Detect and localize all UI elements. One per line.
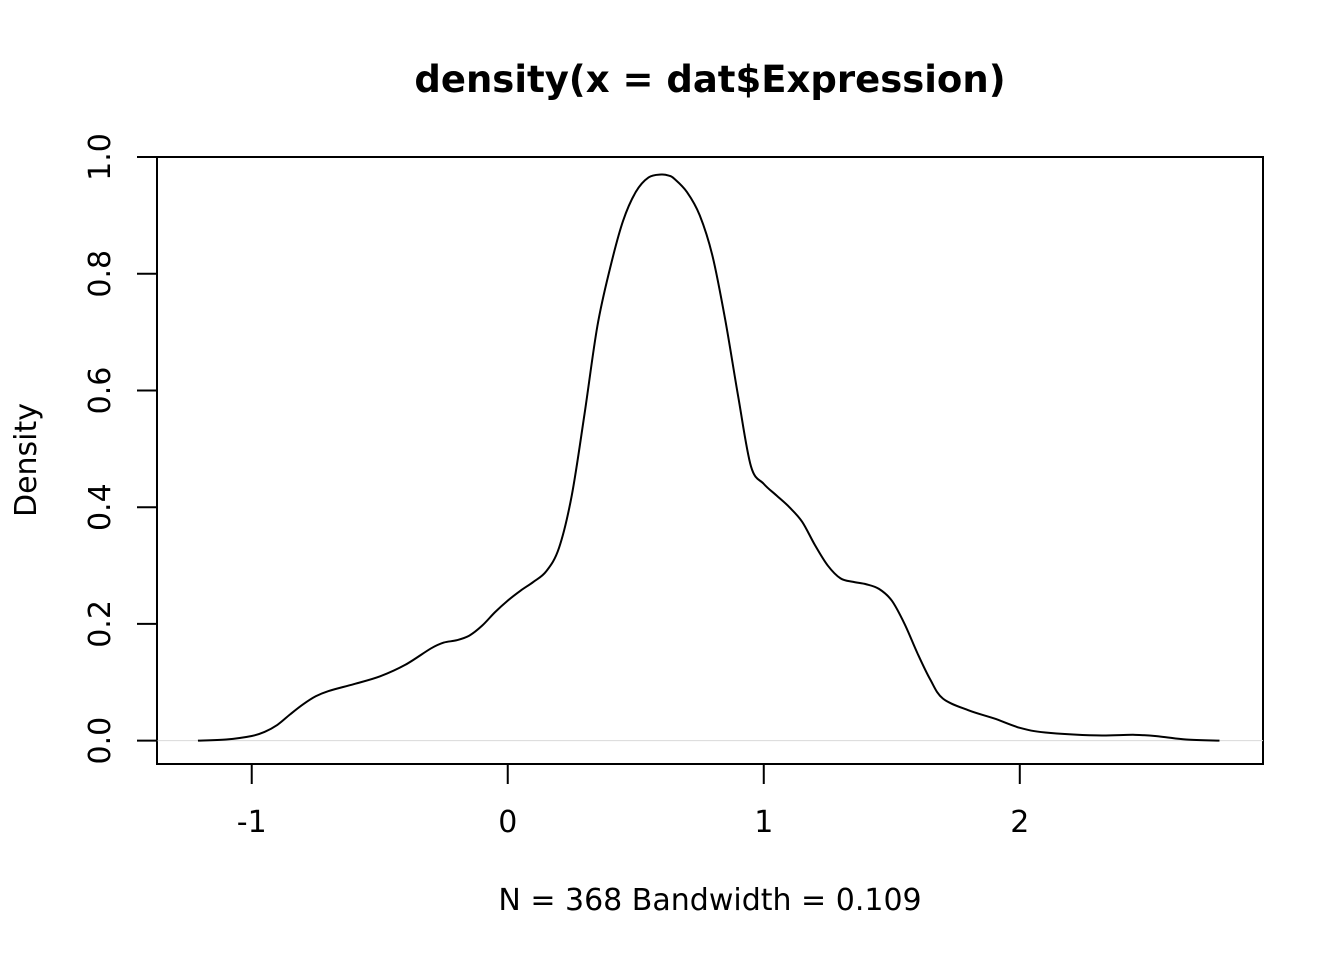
x-axis-label: N = 368 Bandwidth = 0.109 (498, 883, 921, 918)
y-axis: 0.0 0.2 0.4 0.6 0.8 1.0 (83, 133, 158, 765)
y-tick-label: 1.0 (83, 133, 118, 181)
x-tick-label: 0 (498, 805, 517, 840)
y-tick-label: 0.6 (83, 367, 118, 415)
x-axis: -1 0 1 2 (237, 763, 1029, 840)
x-tick-label: 2 (1010, 805, 1029, 840)
chart-title: density(x = dat$Expression) (414, 58, 1005, 101)
y-tick-label: 0.8 (83, 250, 118, 298)
x-tick-label: -1 (237, 805, 267, 840)
y-tick-label: 0.4 (83, 483, 118, 531)
density-curve (197, 173, 1220, 742)
y-axis-label: Density (9, 403, 44, 517)
y-tick-label: 0.0 (83, 717, 118, 765)
x-tick-label: 1 (754, 805, 773, 840)
y-tick-label: 0.2 (83, 600, 118, 648)
